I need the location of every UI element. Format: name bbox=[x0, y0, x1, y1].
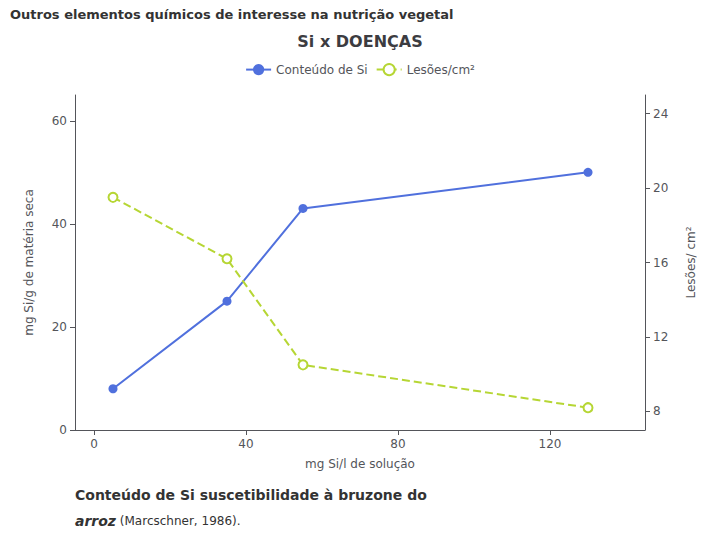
svg-text:Conteúdo de Si: Conteúdo de Si bbox=[276, 63, 368, 77]
svg-text:Conteúdo de Si suscetibilidade: Conteúdo de Si suscetibilidade à bruzone… bbox=[75, 487, 427, 503]
svg-text:40: 40 bbox=[52, 217, 67, 231]
svg-text:Lesões/cm²: Lesões/cm² bbox=[407, 63, 475, 77]
svg-text:40: 40 bbox=[238, 437, 253, 451]
svg-text:mg Si/g de matéria seca: mg Si/g de matéria seca bbox=[22, 189, 36, 336]
svg-text:12: 12 bbox=[653, 330, 668, 344]
svg-text:Si x DOENÇAS: Si x DOENÇAS bbox=[297, 32, 422, 51]
svg-text:mg Si/l de solução: mg Si/l de solução bbox=[305, 457, 415, 471]
svg-text:20: 20 bbox=[653, 181, 668, 195]
svg-text:60: 60 bbox=[52, 114, 67, 128]
svg-text:Lesões/ cm²: Lesões/ cm² bbox=[684, 226, 698, 298]
svg-text:20: 20 bbox=[52, 320, 67, 334]
svg-text:24: 24 bbox=[653, 107, 668, 121]
svg-text:0: 0 bbox=[59, 423, 67, 437]
svg-text:120: 120 bbox=[539, 437, 562, 451]
svg-text:80: 80 bbox=[390, 437, 405, 451]
svg-text:Outros elementos químicos de i: Outros elementos químicos de interesse n… bbox=[10, 7, 454, 22]
svg-text:16: 16 bbox=[653, 256, 668, 270]
svg-text:(Marcschner, 1986).: (Marcschner, 1986). bbox=[120, 514, 241, 528]
svg-text:0: 0 bbox=[90, 437, 98, 451]
svg-text:arroz: arroz bbox=[75, 513, 117, 529]
svg-text:8: 8 bbox=[653, 404, 661, 418]
